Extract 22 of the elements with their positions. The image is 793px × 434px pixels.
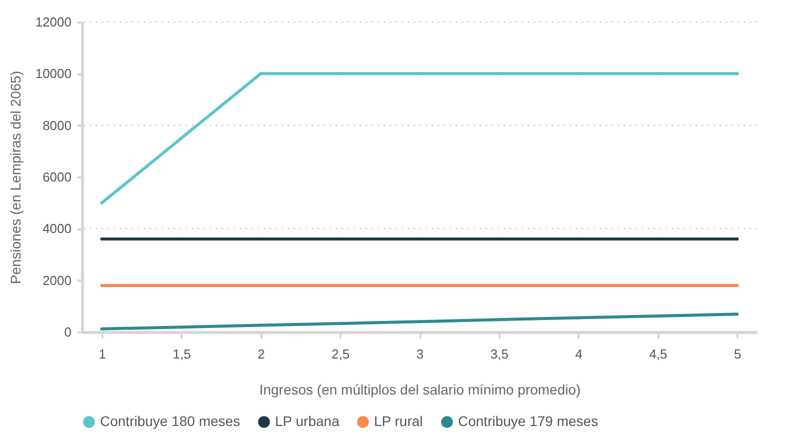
x-tick-label: 3 — [416, 346, 424, 362]
y-tick-label: 4000 — [42, 221, 72, 236]
x-tick-label: 2 — [258, 346, 265, 362]
x-tick-label: 2,5 — [332, 346, 350, 362]
x-tick-label: 1,5 — [172, 346, 191, 362]
y-tick-label: 6000 — [42, 170, 72, 184]
y-tick-label: 2000 — [42, 272, 72, 288]
legend-label: LP urbana — [275, 413, 340, 429]
legend-label: Contribuye 179 meses — [458, 413, 598, 429]
x-tick-label: 1 — [98, 346, 106, 362]
y-tick-label: 10000 — [35, 66, 72, 82]
y-tick-label: 12000 — [35, 14, 72, 30]
y-tick-label: 0 — [64, 324, 72, 340]
x-tick-label: 3,5 — [490, 346, 508, 362]
y-tick-label: 8000 — [42, 118, 72, 133]
legend-label: LP rural — [374, 413, 423, 429]
x-tick-label: 4,5 — [649, 346, 668, 362]
legend-label: Contribuye 180 meses — [100, 413, 240, 429]
x-tick-label: 5 — [734, 346, 742, 362]
x-axis-title: Ingresos (en múltiplos del salario mínimo promedio) — [259, 382, 581, 398]
y-axis-title: Pensiones (en Lempiras del 2065) — [7, 70, 24, 284]
x-tick-label: 4 — [575, 346, 582, 362]
